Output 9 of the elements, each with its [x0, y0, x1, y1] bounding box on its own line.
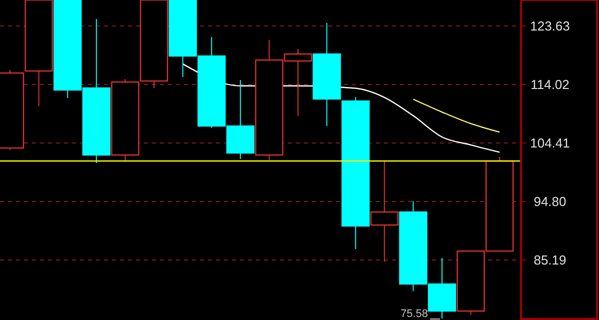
- y-tick-label: 114.02: [530, 77, 570, 92]
- candlestick: [312, 22, 341, 127]
- y-tick-label: 123.63: [530, 18, 570, 34]
- y-tick-label: 94.80: [534, 194, 566, 210]
- y-tick-label: 85.19: [534, 252, 566, 268]
- y-tick-label: 104.41: [530, 136, 570, 151]
- line-series: [412, 98, 500, 133]
- annotation: 75.58: [400, 308, 428, 320]
- candlestick: [370, 160, 398, 263]
